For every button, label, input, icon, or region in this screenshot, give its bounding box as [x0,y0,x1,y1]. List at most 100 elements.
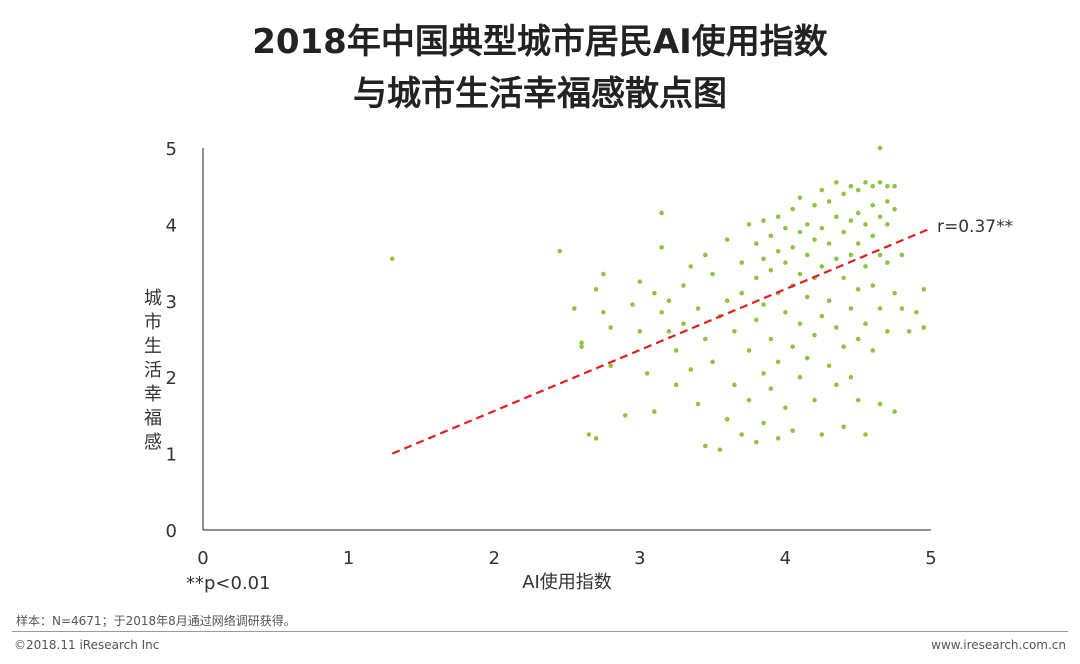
data-point [703,336,708,342]
data-point [688,264,694,269]
data-point [797,374,803,380]
correlation-annotation: r=0.37** [937,217,1013,237]
data-point [703,252,708,258]
data-point [804,222,810,227]
data-point [841,275,846,281]
data-point [753,439,759,445]
data-point [877,214,883,220]
data-point [863,222,868,227]
data-point [841,229,846,235]
data-point [892,183,897,189]
x-tick-label: 4 [780,548,791,569]
data-point [819,187,825,193]
data-point [812,237,817,242]
data-point [885,222,890,227]
data-point [557,248,563,254]
data-point [834,214,839,220]
data-point [877,252,883,258]
data-point [892,206,897,212]
data-point [877,180,883,185]
data-point [790,245,795,250]
copyright-text: ©2018.11 iResearch Inc [14,638,160,652]
data-point [812,397,817,403]
data-point [899,252,905,258]
data-point [775,248,781,254]
data-point [768,386,774,391]
data-point [863,432,868,437]
data-point [768,233,774,239]
data-point [848,306,854,311]
data-point [826,363,832,369]
x-tick-label: 3 [634,548,645,569]
data-point [724,237,730,242]
data-point [885,183,890,189]
data-point [870,283,876,288]
data-point [710,271,715,277]
data-point [746,222,752,227]
data-point [783,225,788,231]
data-point [768,267,774,273]
y-tick-label: 1 [166,445,177,466]
data-point [783,260,788,265]
y-axis-label-char: 幸 [144,384,162,405]
data-point [870,348,876,353]
data-point [783,405,788,411]
data-point [855,187,861,193]
data-point [761,218,766,223]
x-tick-label: 1 [343,548,354,569]
data-point [855,241,861,246]
data-point [644,371,650,376]
data-point [819,264,825,269]
data-point [826,241,832,246]
trend-line [391,227,932,455]
x-tick-label: 2 [488,548,499,569]
data-point [855,287,861,292]
data-point [608,325,613,330]
data-point [732,382,737,388]
data-point [797,321,803,327]
data-point [739,432,745,437]
footer-divider [12,631,1068,632]
data-point [688,367,694,372]
data-point [768,336,774,342]
sample-note: 样本：N=4671；于2018年8月通过网络调研获得。 [16,614,296,628]
data-point [732,329,737,334]
y-axis-label: 城市生活幸福感 [144,288,162,453]
data-point [921,325,927,330]
data-point [812,332,817,338]
data-point [579,340,584,346]
data-point [673,348,679,353]
data-point [921,287,927,292]
data-point [673,382,679,388]
x-tick-label: 0 [197,548,208,569]
data-point [753,317,759,323]
data-point [877,401,883,407]
data-point [870,233,876,239]
data-point [710,359,715,365]
data-point [761,302,766,307]
data-point [717,447,723,453]
data-point [834,256,839,262]
y-tick-label: 4 [166,215,177,236]
data-point [783,309,788,315]
data-point [593,436,599,441]
data-point [586,432,592,437]
data-point [666,298,672,304]
data-point [746,348,752,353]
data-point [797,229,803,235]
x-tick-label: 5 [925,548,936,569]
data-point [775,359,781,365]
data-point [885,199,890,204]
data-point [834,382,839,388]
y-axis-label-char: 活 [144,360,162,381]
data-point [892,409,897,414]
data-point [848,218,854,223]
data-point [812,203,817,208]
data-point [608,363,613,369]
chart-title-line-2: 与城市生活幸福感散点图 [353,74,727,114]
data-point [885,329,890,334]
data-point [659,309,664,315]
data-point [790,206,795,212]
data-point [775,436,781,441]
